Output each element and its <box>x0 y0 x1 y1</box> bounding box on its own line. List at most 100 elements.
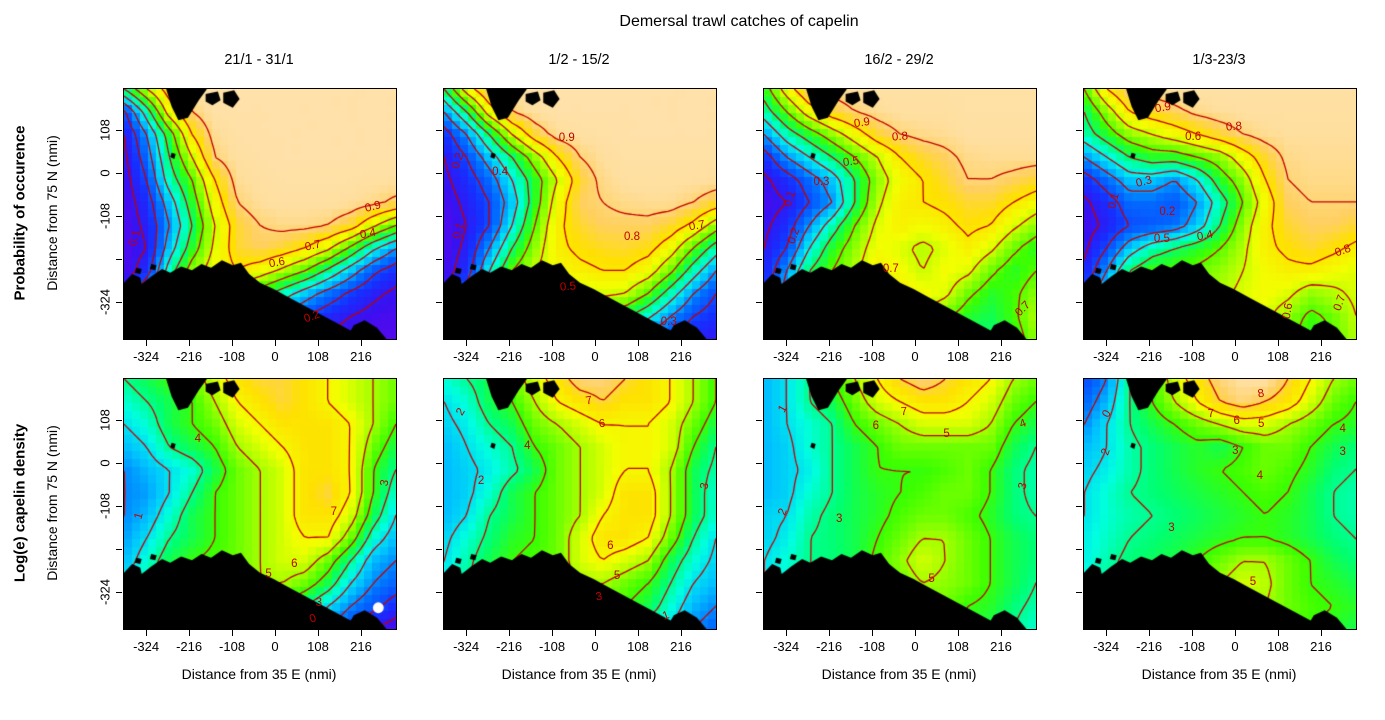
column-title: 1/3-23/3 <box>1192 52 1246 68</box>
figure-title: Demersal trawl catches of capelin <box>619 13 859 30</box>
y-tick-mark <box>1076 173 1082 174</box>
y-tick-mark <box>116 506 122 507</box>
x-tick-label: -216 <box>816 349 843 364</box>
x-axis-title: Distance from 35 E (nmi) <box>501 666 657 682</box>
contour-label: 3 <box>1339 445 1346 458</box>
x-tick-label: 108 <box>1267 639 1289 654</box>
x-tick-label: 0 <box>1231 349 1239 364</box>
y-tick-mark <box>756 302 762 303</box>
y-tick-mark <box>116 216 122 217</box>
x-tick-mark <box>681 340 682 346</box>
x-tick-mark <box>638 340 640 346</box>
contour-label: 5 <box>943 428 950 441</box>
x-tick-mark <box>829 340 831 346</box>
contour-label: 0.5 <box>1153 233 1170 246</box>
x-tick-label: 108 <box>947 639 969 654</box>
heatmap-canvas <box>123 378 397 630</box>
x-tick-label: -108 <box>859 349 886 364</box>
y-tick-mark <box>1076 549 1082 550</box>
panel-r2c4: -324 -216 -108 0 108 216 Distance from 35 E (n… <box>1076 378 1357 682</box>
x-tick-label: 108 <box>947 349 969 364</box>
x-tick-mark <box>872 630 874 636</box>
x-tick-mark <box>595 340 597 346</box>
contour-label: 4 <box>1256 469 1263 482</box>
x-tick-label: 108 <box>627 349 649 364</box>
y-tick-mark <box>436 259 442 260</box>
x-tick-label: 0 <box>911 639 919 654</box>
heatmap-canvas <box>763 378 1037 630</box>
panel-r1c3: 16/2 - 29/2 -324 -216 -108 0 108 216 0.9 0.8 0.5 0… <box>756 52 1037 364</box>
column-title: 21/1 - 31/1 <box>224 52 294 68</box>
heatmap-canvas <box>1083 88 1357 340</box>
contour-label: 4 <box>1339 423 1346 436</box>
y-tick-mark <box>1076 506 1082 507</box>
x-tick-label: 0 <box>271 349 279 364</box>
x-tick-label: 216 <box>990 639 1012 654</box>
column-title: 1/2 - 15/2 <box>548 52 610 68</box>
x-tick-label: -324 <box>773 349 800 364</box>
x-tick-mark <box>1278 630 1280 636</box>
x-tick-label: -324 <box>133 349 160 364</box>
x-tick-label: -324 <box>1093 349 1120 364</box>
y-tick-mark <box>756 463 762 464</box>
x-tick-mark <box>681 630 682 636</box>
x-tick-label: -216 <box>176 349 203 364</box>
contour-label: 6 <box>607 539 614 552</box>
y-tick-mark <box>756 506 762 507</box>
y-tick-mark <box>1076 420 1082 421</box>
y-tick-mark <box>1076 592 1082 593</box>
x-tick-label: 0 <box>591 639 599 654</box>
x-tick-mark <box>638 630 640 636</box>
x-tick-label: -216 <box>496 639 523 654</box>
contour-label: 0.4 <box>492 165 509 178</box>
y-tick-label: -324 <box>97 578 113 606</box>
x-tick-label: -216 <box>176 639 203 654</box>
y-tick-mark <box>1076 463 1082 464</box>
x-tick-mark <box>915 340 917 346</box>
contour-label: 5 <box>928 573 935 586</box>
x-tick-mark <box>872 340 874 346</box>
contour-label: 3 <box>1168 522 1175 534</box>
y-tick-mark <box>436 463 442 464</box>
y-tick-label: -108 <box>97 202 113 230</box>
contour-label: 0.5 <box>559 280 577 294</box>
x-tick-mark <box>466 340 468 346</box>
x-tick-label: -324 <box>453 349 480 364</box>
x-tick-mark <box>146 340 148 346</box>
y-tick-label: 108 <box>97 409 113 431</box>
x-tick-label: 0 <box>271 639 279 654</box>
contour-label: 3 <box>835 513 843 526</box>
x-tick-mark <box>1321 630 1322 636</box>
x-tick-mark <box>232 630 234 636</box>
y-tick-mark <box>436 506 442 507</box>
panel-r2c1: -324 -216 -108 0 108 216 108 0 -108 -324 Distance … <box>98 378 397 682</box>
y-tick-label: -108 <box>97 492 113 520</box>
contour-label: 5 <box>613 569 621 582</box>
contour-label: 0.9 <box>558 132 575 144</box>
y-tick-mark <box>1076 259 1082 260</box>
x-tick-mark <box>1192 340 1194 346</box>
x-tick-mark <box>1106 630 1108 636</box>
panel-r2c2: -324 -216 -108 0 108 216 Distance from 35 E (n… <box>436 378 717 682</box>
contour-label: 6 <box>1233 414 1240 427</box>
y-tick-mark <box>756 259 762 260</box>
y-tick-mark <box>436 592 442 593</box>
y-tick-mark <box>436 549 442 550</box>
x-tick-label: 108 <box>307 349 329 364</box>
x-axis-title: Distance from 35 E (nmi) <box>821 666 977 682</box>
contour-label: 7 <box>584 394 593 407</box>
y-axis-title-row2: Distance from 75 N (nmi) <box>44 425 60 581</box>
heatmap-canvas <box>443 378 717 630</box>
y-tick-mark <box>436 302 442 303</box>
x-tick-label: -216 <box>1136 639 1163 654</box>
y-tick-mark <box>436 420 442 421</box>
y-tick-mark <box>116 302 122 303</box>
x-tick-mark <box>829 630 831 636</box>
x-tick-label: -108 <box>539 639 566 654</box>
contour-label: 7 <box>1207 407 1215 421</box>
panel-r1c1: 21/1 - 31/1 -324 -216 -108 0 108 216 108 0 -108 -3… <box>98 52 397 364</box>
contour-label: 0.8 <box>1225 120 1243 134</box>
x-tick-mark <box>1235 340 1237 346</box>
panel-r1c4: 1/3-23/3 -324 -216 -108 0 108 216 0.9 0.8 0.6 0.3 0… <box>1076 52 1357 364</box>
x-tick-label: -324 <box>133 639 160 654</box>
